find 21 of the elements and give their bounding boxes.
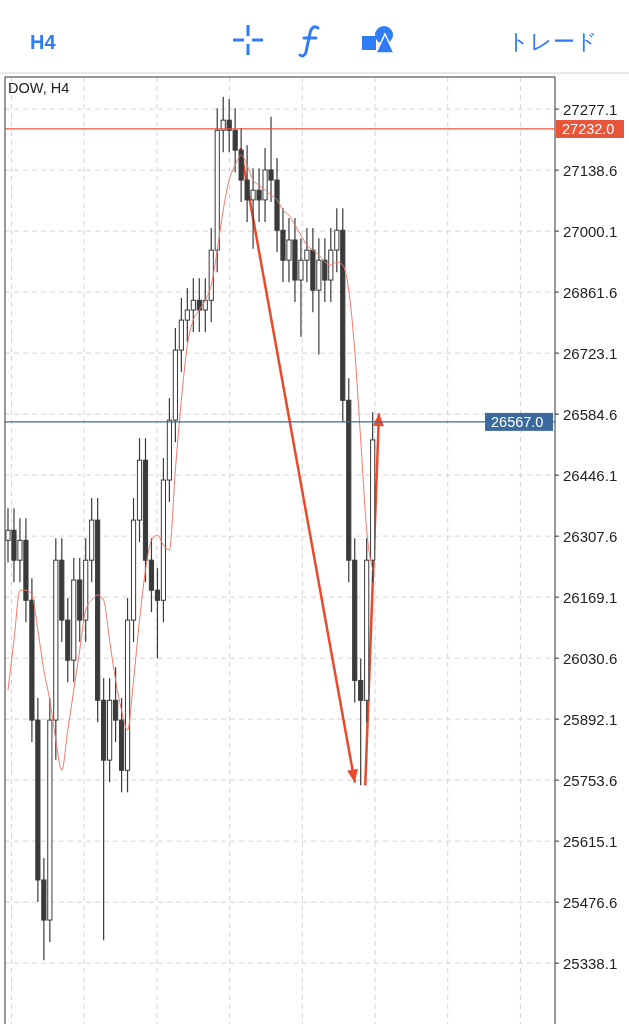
- text: トレード: [507, 29, 598, 54]
- chart-title: DOW, H4: [8, 80, 70, 96]
- y-tick-label: 26861.6: [563, 283, 618, 301]
- y-tick-label: 27000.1: [563, 222, 618, 240]
- line-series: [7, 154, 374, 771]
- y-tick-label: 26169.1: [563, 588, 618, 606]
- y-tick-label: 25892.1: [563, 710, 618, 728]
- ref-line-label: 27232.0: [562, 120, 615, 137]
- y-tick-label: 25338.1: [563, 954, 618, 972]
- y-tick-label: 26307.6: [563, 527, 618, 545]
- text: H4: [30, 31, 57, 53]
- ref-line-label: 26567.0: [491, 413, 544, 430]
- y-tick-label: 27138.6: [563, 161, 618, 179]
- y-tick-label: 26446.1: [563, 466, 618, 484]
- y-tick-label: 25615.1: [563, 832, 618, 850]
- y-tick-label: 25753.6: [563, 771, 618, 789]
- y-tick-label: 25476.6: [563, 893, 618, 911]
- y-tick-label: 27277.1: [563, 100, 618, 118]
- y-tick-label: 26723.1: [563, 344, 618, 362]
- y-tick-label: 26030.6: [563, 649, 618, 667]
- y-tick-label: 26584.6: [563, 405, 618, 423]
